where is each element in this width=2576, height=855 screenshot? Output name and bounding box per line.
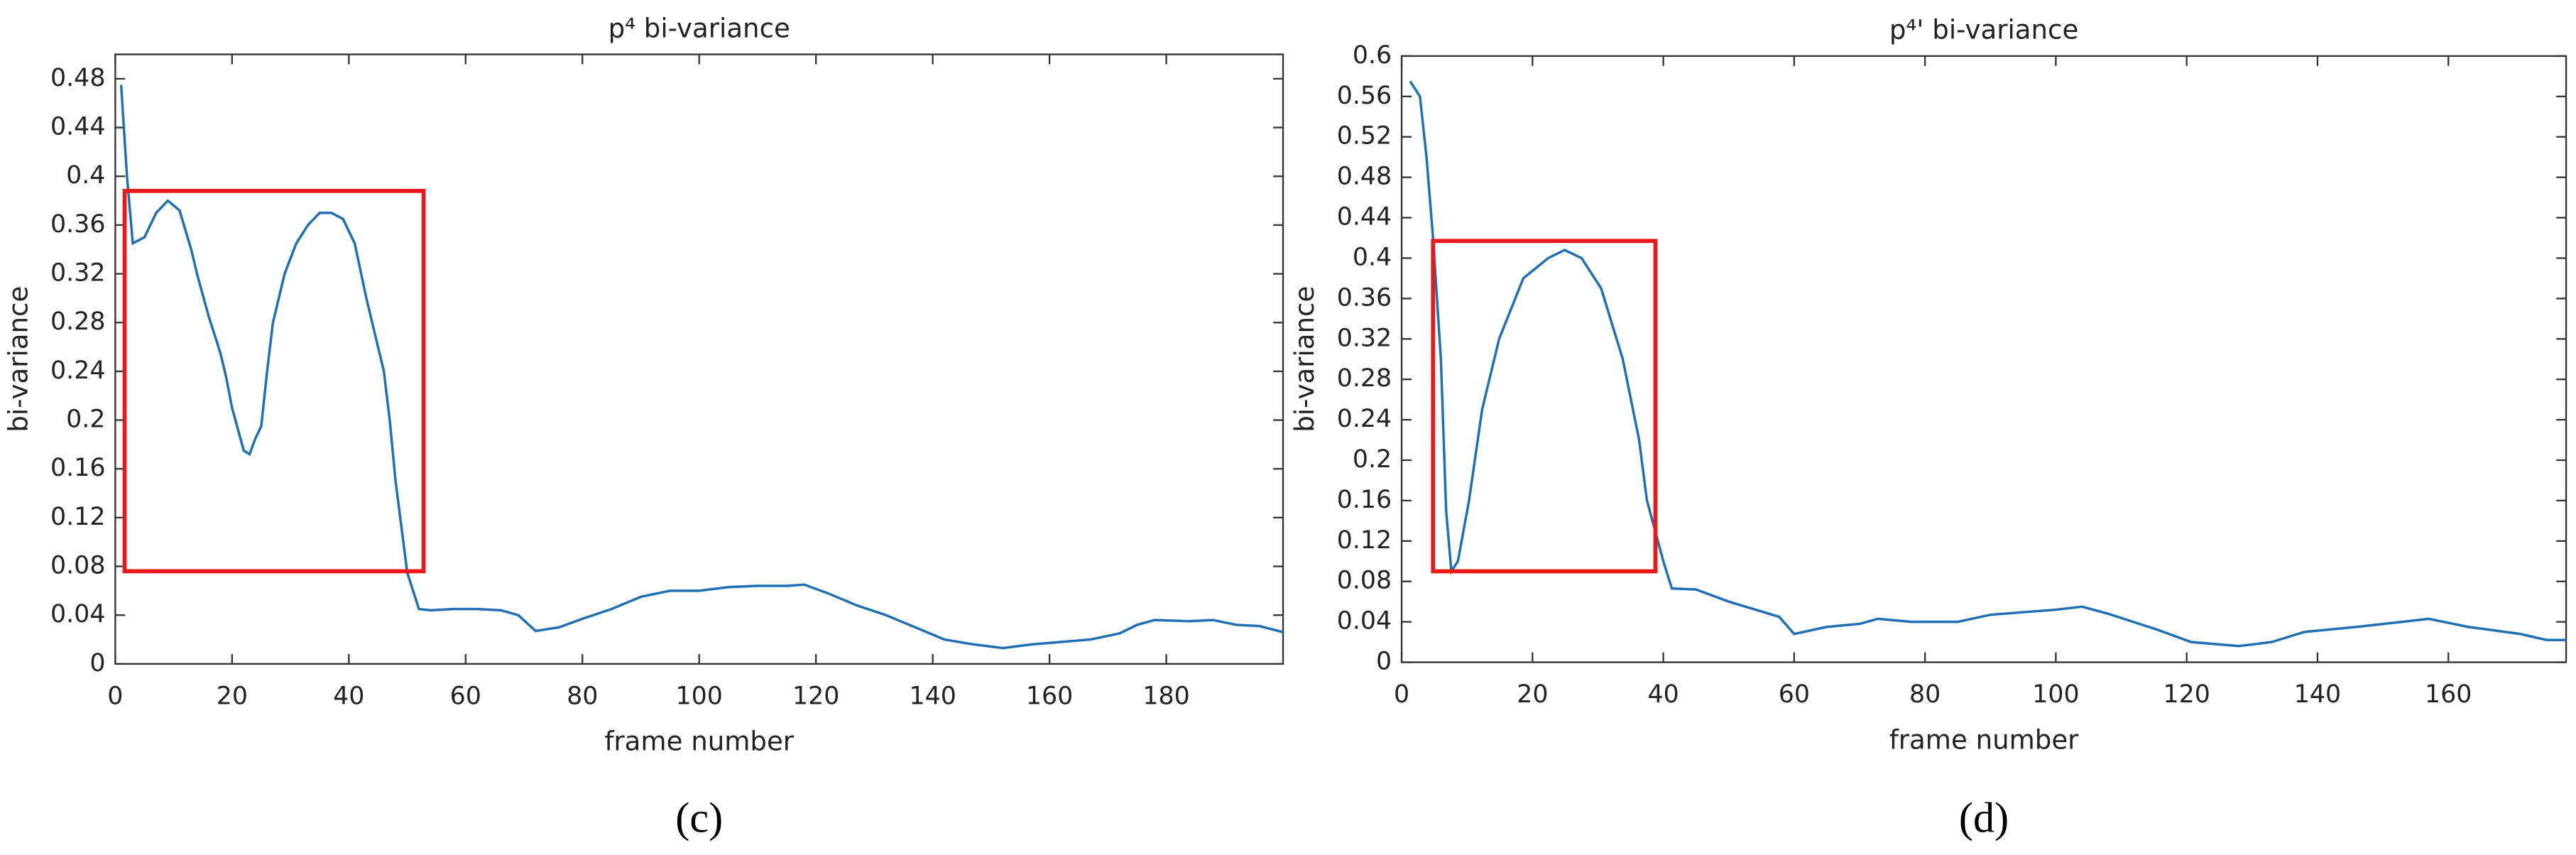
chart-title: p⁴' bi-variance xyxy=(1889,15,2078,45)
data-line xyxy=(119,85,1284,650)
x-tick-label: 80 xyxy=(567,682,598,710)
y-tick-label: 0.44 xyxy=(1337,203,1392,232)
y-tick-label: 0.04 xyxy=(1337,607,1392,636)
y-tick-label: 0.32 xyxy=(1337,324,1392,352)
y-tick-label: 0 xyxy=(89,649,105,677)
x-tick-label: 20 xyxy=(217,682,248,710)
y-tick-label: 0.52 xyxy=(1337,122,1392,151)
y-tick-label: 0.12 xyxy=(1337,526,1392,555)
plot-area xyxy=(1400,55,2567,663)
y-tick-label: 0.04 xyxy=(50,600,105,628)
x-tick-label: 20 xyxy=(1517,680,1548,709)
y-tick-label: 0.12 xyxy=(50,503,105,531)
x-tick-label: 120 xyxy=(2163,680,2210,709)
x-tick-label: 160 xyxy=(1026,682,1073,710)
y-tick-label: 0.4 xyxy=(66,161,105,190)
x-tick-label: 60 xyxy=(450,682,481,710)
x-tick-label: 40 xyxy=(1647,680,1679,709)
x-axis-label: frame number xyxy=(604,726,794,757)
y-tick-label: 0.2 xyxy=(1353,445,1392,474)
y-tick-label: 0.48 xyxy=(50,64,105,92)
plot-area xyxy=(114,53,1284,665)
y-tick-label: 0.28 xyxy=(50,307,105,336)
y-tick-label: 0.16 xyxy=(1337,486,1392,514)
y-tick-label: 0.32 xyxy=(50,259,105,288)
x-tick-label: 100 xyxy=(676,682,723,710)
y-tick-label: 0.16 xyxy=(50,454,105,482)
x-tick-label: 180 xyxy=(1142,682,1189,710)
x-tick-label: 140 xyxy=(2294,680,2341,709)
x-tick-label: 80 xyxy=(1909,680,1941,709)
x-axis-label: frame number xyxy=(1889,724,2079,755)
y-axis-label: bi-variance xyxy=(1289,286,1320,432)
x-tick-label: 160 xyxy=(2425,680,2472,709)
y-tick-label: 0.48 xyxy=(1337,163,1392,191)
y-tick-label: 0.24 xyxy=(1337,405,1392,433)
highlight-box xyxy=(122,188,426,574)
y-tick-label: 0.6 xyxy=(1353,41,1392,70)
y-tick-label: 0.08 xyxy=(1337,567,1392,595)
x-tick-label: 0 xyxy=(1394,680,1409,709)
caption: (d) xyxy=(1959,794,2009,842)
y-tick-label: 0.36 xyxy=(1337,283,1392,312)
caption: (c) xyxy=(675,794,723,842)
y-tick-label: 0.56 xyxy=(1337,82,1392,110)
y-tick-label: 0.36 xyxy=(50,210,105,239)
y-tick-label: 0.2 xyxy=(66,405,105,434)
data-line xyxy=(1409,80,2567,648)
y-tick-label: 0.4 xyxy=(1353,243,1392,271)
x-tick-label: 40 xyxy=(333,682,364,710)
y-axis-label: bi-variance xyxy=(3,286,33,432)
highlight-box xyxy=(1431,239,1658,574)
x-tick-label: 0 xyxy=(107,682,123,710)
chart-title: p⁴ bi-variance xyxy=(608,13,790,43)
x-tick-label: 120 xyxy=(792,682,839,710)
y-tick-label: 0.08 xyxy=(50,552,105,580)
y-tick-label: 0.44 xyxy=(50,113,105,141)
x-tick-label: 100 xyxy=(2032,680,2079,709)
x-tick-label: 60 xyxy=(1779,680,1810,709)
y-tick-label: 0.24 xyxy=(50,356,105,385)
y-tick-label: 0.28 xyxy=(1337,364,1392,393)
y-tick-label: 0 xyxy=(1376,648,1392,676)
x-tick-label: 140 xyxy=(909,682,956,710)
